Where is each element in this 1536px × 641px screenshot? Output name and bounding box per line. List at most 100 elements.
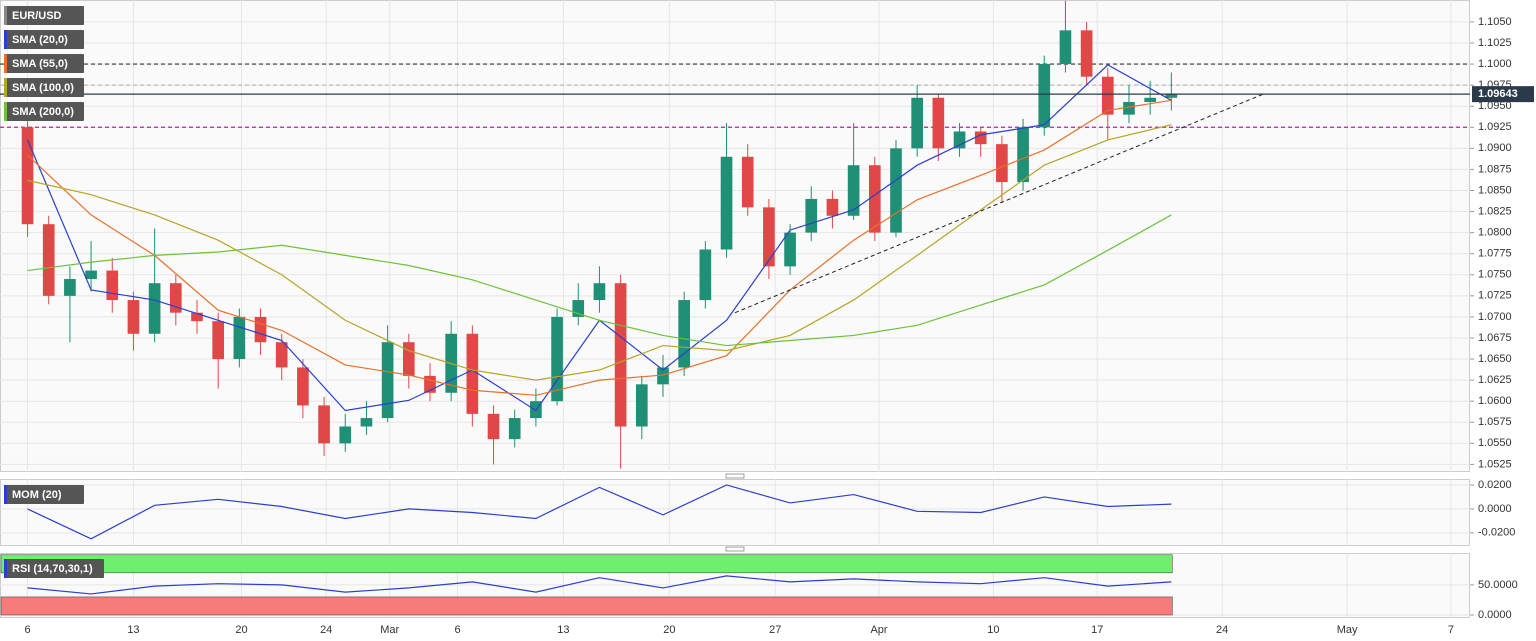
candle-body (1123, 101, 1135, 115)
legend-swatch (4, 102, 7, 121)
legend-box (4, 54, 84, 73)
y-tick-label: 1.0950 (1478, 100, 1512, 112)
candle-body (551, 316, 563, 402)
x-tick-label: 20 (663, 624, 675, 636)
candle-body (487, 413, 500, 440)
candle-body (148, 283, 161, 334)
y-tick-label: 1.0625 (1478, 374, 1512, 386)
candle-body (297, 367, 309, 406)
y-tick-label: 1.0875 (1478, 163, 1512, 175)
y-tick-label: 1.0825 (1478, 205, 1512, 217)
y-tick-label: 1.1025 (1478, 37, 1512, 49)
x-tick-label: May (1337, 624, 1358, 636)
legend-label: EUR/USD (12, 10, 62, 22)
candle-body (381, 342, 394, 419)
panel-handle (725, 546, 745, 552)
candle-body (169, 283, 182, 313)
last-price-label: 1.09643 (1478, 88, 1518, 100)
candle-body (360, 418, 373, 427)
candle-body (1101, 76, 1114, 115)
series-line (27, 214, 1172, 347)
candle-body (763, 207, 775, 267)
rsi-band (0, 554, 1173, 574)
candle-body (847, 165, 860, 216)
candle-body (85, 270, 97, 279)
candle-body (106, 270, 119, 301)
series-line (27, 575, 1172, 595)
candle-body (741, 156, 754, 208)
legend-swatch (4, 559, 7, 578)
candle-body (339, 426, 352, 444)
candle-body (678, 300, 690, 368)
candle-body (868, 165, 881, 233)
x-tick-label: 24 (1216, 624, 1228, 636)
legend-label: SMA (100,0) (12, 82, 74, 94)
panel-handle (725, 473, 745, 479)
legend-swatch (4, 30, 7, 49)
candle-body (318, 405, 330, 444)
y-tick-label: 1.0725 (1478, 290, 1512, 302)
x-tick-label: 24 (320, 624, 332, 636)
y-tick-label: 1.0800 (1478, 227, 1512, 239)
legend-box (4, 559, 104, 578)
candle-body (805, 198, 818, 233)
legend-box (4, 6, 84, 25)
x-tick-label: Mar (380, 624, 399, 636)
candle-body (1080, 30, 1093, 77)
x-tick-label: 17 (1091, 624, 1103, 636)
candle-body (932, 97, 945, 149)
legend-label: SMA (200,0) (12, 106, 74, 118)
candle-body (466, 333, 479, 414)
y-tick-label: 1.0650 (1478, 353, 1512, 365)
panel (0, 0, 1470, 472)
x-tick-label: 6 (454, 624, 460, 636)
legend-box (4, 102, 84, 121)
candle-body (1144, 97, 1156, 102)
candle-body (593, 283, 606, 301)
y-tick-label: 1.0600 (1478, 395, 1512, 407)
candle-body (890, 148, 902, 233)
series-line (27, 124, 1172, 381)
candle-body (657, 367, 669, 385)
legend-label: SMA (20,0) (12, 34, 68, 46)
y-tick-label: 0.0000 (1478, 609, 1512, 621)
candle-body (720, 156, 733, 250)
candle-body (1017, 127, 1029, 183)
candle-body (572, 300, 585, 317)
y-tick-label: 1.0925 (1478, 121, 1512, 133)
candle-body (826, 198, 839, 216)
y-tick-label: 1.0575 (1478, 416, 1512, 428)
trend-line (734, 93, 1265, 314)
y-tick-label: -0.0200 (1478, 527, 1515, 539)
y-tick-label: 0.0200 (1478, 479, 1512, 491)
x-tick-label: 13 (127, 624, 139, 636)
y-tick-label: 1.1050 (1478, 16, 1512, 28)
candle-body (953, 131, 966, 149)
candle-body (275, 342, 288, 368)
candle-body (508, 418, 521, 440)
candle-body (21, 127, 34, 225)
legend-swatch (4, 6, 7, 25)
candle-body (911, 97, 923, 149)
x-tick-label: Apr (870, 624, 887, 636)
candle-body (64, 278, 76, 296)
candle-body (784, 232, 796, 267)
candle-body (614, 283, 627, 427)
legend-swatch (4, 485, 7, 504)
y-tick-label: 1.0550 (1478, 437, 1512, 449)
rsi-band (0, 596, 1173, 616)
last-price-tag (1472, 86, 1534, 103)
candle-body (233, 316, 246, 360)
y-tick-label: 1.0850 (1478, 184, 1512, 196)
y-tick-label: 50.0000 (1478, 579, 1518, 591)
candle-body (699, 249, 712, 301)
y-tick-label: 1.0675 (1478, 332, 1512, 344)
legend-box (4, 30, 84, 49)
legend-label: MOM (20) (12, 489, 62, 501)
candle-body (635, 384, 648, 427)
x-tick-label: 7 (1448, 624, 1454, 636)
panel (0, 479, 1470, 546)
candle-body (424, 375, 436, 393)
x-tick-label: 10 (987, 624, 999, 636)
